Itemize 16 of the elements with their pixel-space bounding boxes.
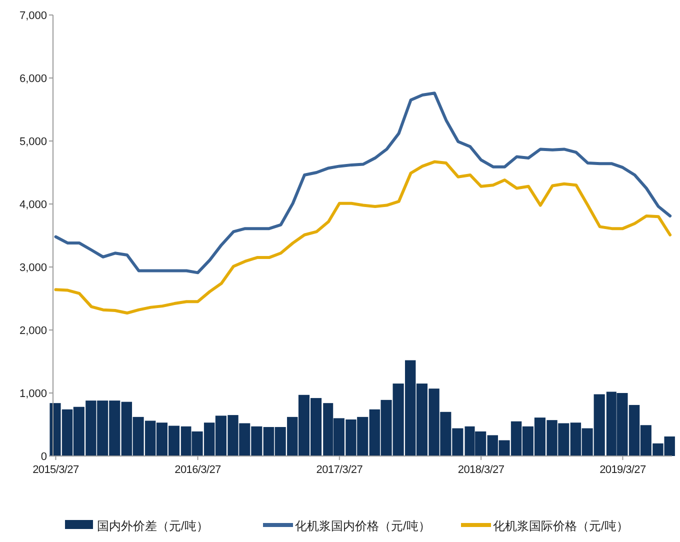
x-tick-label: 2017/3/27	[316, 464, 363, 476]
legend-label: 化机浆国内价格（元/吨）	[295, 519, 430, 533]
y-tick-label: 2,000	[19, 325, 47, 337]
legend-label: 国内外价差（元/吨）	[97, 519, 208, 533]
y-tick-label: 4,000	[19, 199, 47, 211]
y-tick-label: 7,000	[19, 10, 47, 22]
x-tick-label: 2019/3/27	[600, 464, 646, 476]
y-tick-label: 1,000	[19, 388, 47, 400]
y-tick-label: 0	[40, 451, 47, 463]
x-tick-label: 2016/3/27	[174, 464, 222, 476]
x-tick-label: 2015/3/27	[32, 464, 80, 476]
y-tick-label: 5,000	[19, 136, 47, 148]
y-tick-label: 6,000	[19, 73, 47, 85]
x-tick-label: 2018/3/27	[458, 464, 504, 476]
y-tick-label: 3,000	[19, 262, 47, 274]
legend-label: 化机浆国际价格（元/吨）	[493, 519, 628, 533]
